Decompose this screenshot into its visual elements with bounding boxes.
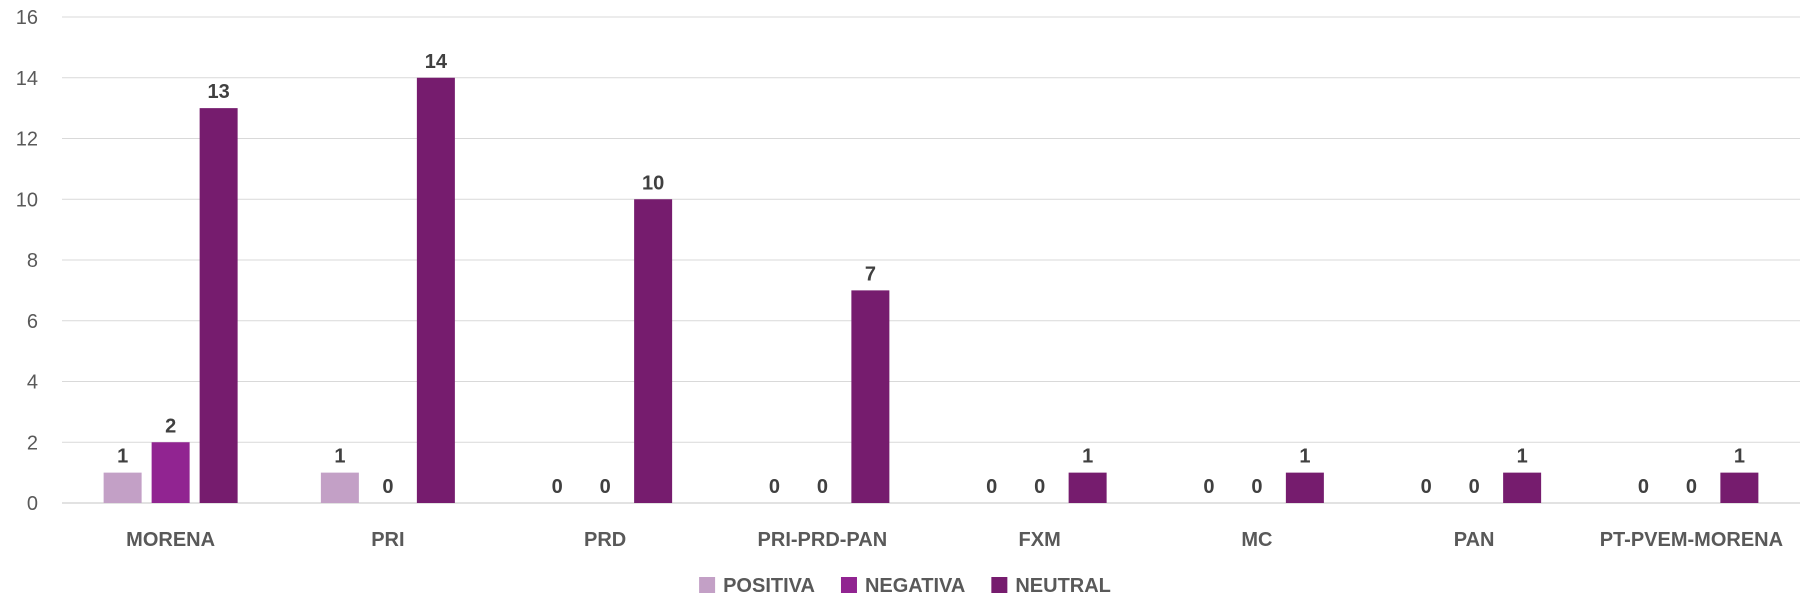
- data-label: 1: [1082, 446, 1093, 468]
- y-tick-label: 2: [27, 432, 38, 454]
- data-label: 0: [1251, 476, 1262, 498]
- data-label: 0: [1421, 476, 1432, 498]
- bar-positiva-pri: [320, 472, 359, 503]
- legend: POSITIVA NEGATIVA NEUTRAL: [699, 575, 1111, 597]
- data-label: 1: [334, 446, 345, 468]
- legend-item-negativa: NEGATIVA: [840, 575, 965, 597]
- legend-label: NEUTRAL: [1015, 575, 1111, 597]
- gridlines: [62, 16, 1800, 504]
- data-label: 13: [208, 81, 230, 103]
- bar-neutral-pri: [416, 77, 455, 503]
- bar-negativa-morena: [151, 442, 190, 503]
- data-label: 0: [552, 476, 563, 498]
- bar-neutral-fxm: [1068, 472, 1107, 503]
- data-label: 0: [769, 476, 780, 498]
- bar-neutral-pt-pvem-morena: [1720, 472, 1759, 503]
- bar-neutral-pri-prd-pan: [851, 290, 890, 503]
- data-label: 14: [425, 51, 448, 73]
- legend-swatch: [699, 577, 716, 593]
- bar-neutral-mc: [1285, 472, 1324, 503]
- y-tick-label: 6: [27, 311, 38, 333]
- data-label: 2: [165, 415, 176, 437]
- data-label: 0: [986, 476, 997, 498]
- legend-item-positiva: POSITIVA: [699, 575, 815, 597]
- legend-label: NEGATIVA: [865, 575, 965, 597]
- category-label: MORENA: [126, 529, 215, 551]
- category-label: PT-PVEM-MORENA: [1600, 529, 1783, 551]
- data-label: 7: [865, 263, 876, 285]
- bar-positiva-morena: [103, 472, 142, 503]
- data-label: 0: [1203, 476, 1214, 498]
- legend-swatch: [991, 577, 1008, 593]
- data-label: 0: [382, 476, 393, 498]
- data-label: 1: [1517, 446, 1528, 468]
- data-label: 10: [642, 172, 664, 194]
- legend-swatch: [840, 577, 857, 593]
- y-tick-label: 4: [27, 372, 38, 394]
- bar-neutral-pan: [1503, 472, 1542, 503]
- data-label: 0: [1686, 476, 1697, 498]
- data-label: 0: [600, 476, 611, 498]
- legend-item-neutral: NEUTRAL: [991, 575, 1111, 597]
- category-label: PRI-PRD-PAN: [758, 529, 888, 551]
- x-axis-categories: MORENA PRI PRD PRI-PRD-PAN FXM MC PAN PT-PVEM-M…: [126, 529, 1783, 551]
- y-axis-ticks: 0 2 4 6 8 10 12 14 16: [16, 7, 38, 515]
- category-label: PAN: [1454, 529, 1495, 551]
- data-label: 0: [1469, 476, 1480, 498]
- data-label: 0: [1034, 476, 1045, 498]
- category-label: FXM: [1019, 529, 1061, 551]
- data-label: 1: [1299, 446, 1310, 468]
- data-label: 0: [1638, 476, 1649, 498]
- y-tick-label: 14: [16, 68, 38, 90]
- y-tick-label: 10: [16, 189, 38, 211]
- y-tick-label: 8: [27, 250, 38, 272]
- category-label: PRD: [584, 529, 626, 551]
- data-label: 1: [1734, 446, 1745, 468]
- category-label: MC: [1241, 529, 1272, 551]
- data-label: 1: [117, 446, 128, 468]
- legend-label: POSITIVA: [723, 575, 815, 597]
- data-label: 0: [817, 476, 828, 498]
- bar-neutral-morena: [199, 108, 238, 503]
- category-label: PRI: [371, 529, 404, 551]
- y-tick-label: 16: [16, 7, 38, 29]
- y-tick-label: 0: [27, 493, 38, 515]
- bars: [103, 77, 1759, 503]
- y-tick-label: 12: [16, 129, 38, 151]
- bar-neutral-prd: [634, 199, 673, 503]
